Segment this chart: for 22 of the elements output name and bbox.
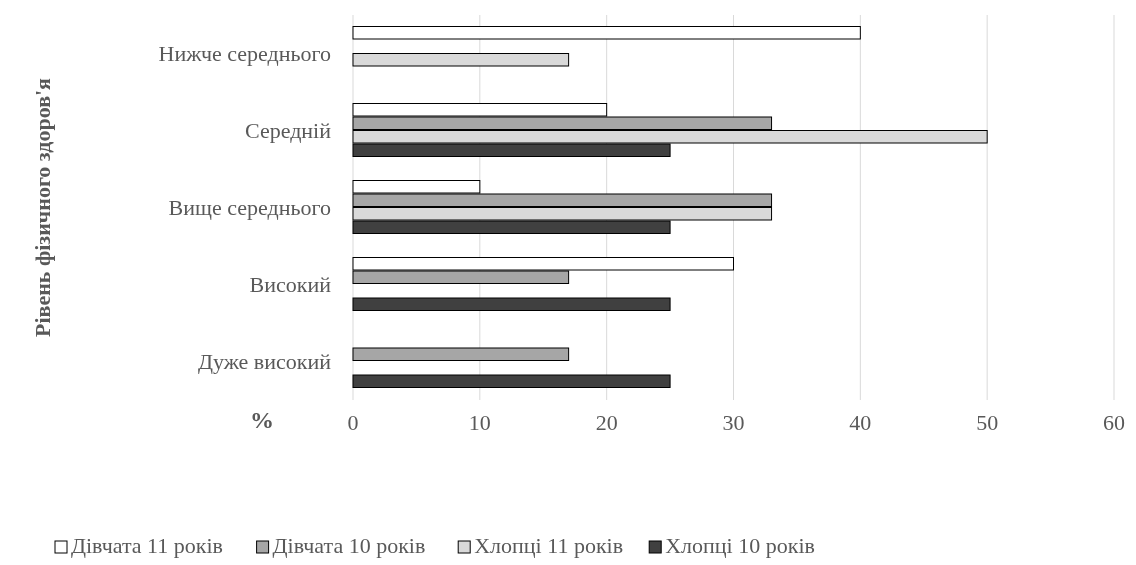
y-tick-label: Високий	[249, 271, 332, 297]
legend-label: Дівчата 10 років	[272, 533, 426, 558]
legend-label: Дівчата 11 років	[71, 533, 223, 558]
bar	[352, 374, 671, 388]
x-tick-label: 40	[849, 410, 872, 435]
bar	[352, 297, 671, 311]
x-tick-label: 0	[347, 410, 359, 435]
y-tick-label: Нижче середнього	[158, 40, 331, 66]
bar	[352, 26, 861, 40]
x-tick-label: 30	[722, 410, 745, 435]
x-tick-label: 50	[976, 410, 999, 435]
bar	[352, 347, 570, 361]
y-tick-label: Дуже високий	[197, 348, 332, 374]
y-tick-label: Вище середнього	[168, 194, 331, 220]
x-axis-title: %	[250, 407, 274, 433]
legend-label: Хлопці 11 років	[474, 533, 624, 558]
x-tick-label: 60	[1103, 410, 1125, 435]
y-axis-title: Рівень фізичного здоров'я	[30, 77, 55, 338]
legend-label: Хлопці 10 років	[665, 533, 815, 558]
x-tick-label: 10	[468, 410, 491, 435]
y-tick-label: Середній	[244, 117, 332, 143]
x-tick-label: 20	[595, 410, 618, 435]
